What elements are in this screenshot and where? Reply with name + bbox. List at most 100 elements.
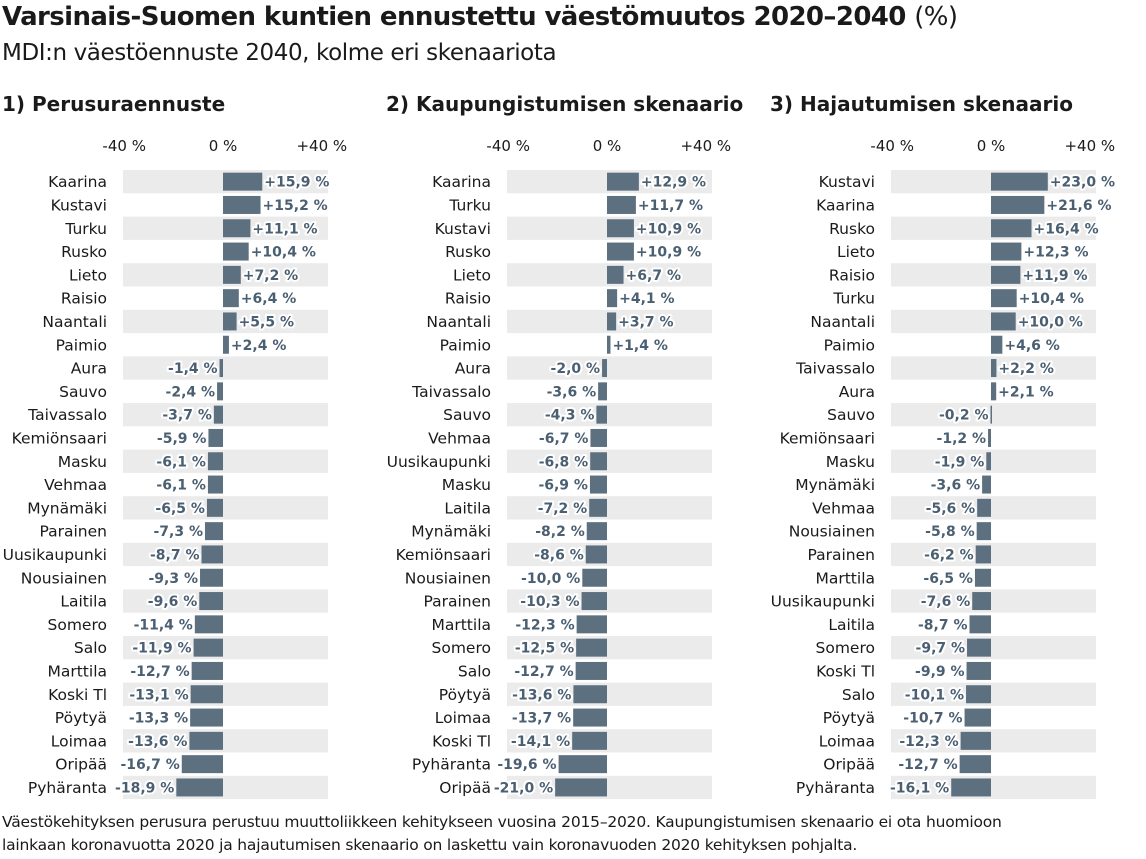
x-tick-label: 0 % <box>209 137 238 155</box>
data-label: +21,6 % <box>1046 198 1111 214</box>
data-label: +10,9 % <box>636 245 701 261</box>
row-band <box>123 356 328 380</box>
data-label: +2,2 % <box>998 361 1053 377</box>
bar <box>572 731 607 750</box>
data-label: -12,7 % <box>130 664 189 680</box>
bar <box>176 778 223 797</box>
data-label: +12,9 % <box>641 175 706 191</box>
data-label: -6,7 % <box>539 431 589 447</box>
row-band <box>891 449 1096 473</box>
category-label: Paimio <box>440 336 491 354</box>
category-label: Salo <box>842 686 875 704</box>
category-label: Paimio <box>56 336 107 354</box>
x-tick-label: +40 % <box>296 137 347 155</box>
data-label: +7,2 % <box>243 268 298 284</box>
row-band <box>507 356 712 380</box>
category-label: Nousiainen <box>405 569 491 587</box>
category-label: Masku <box>826 453 875 471</box>
category-label: Lieto <box>837 243 875 261</box>
bar <box>589 475 607 494</box>
data-label: -13,6 % <box>512 687 571 703</box>
row-band <box>507 636 712 660</box>
category-label: Oripää <box>439 779 491 797</box>
x-tick-label: -40 % <box>870 137 914 155</box>
bar <box>991 359 997 378</box>
row-band <box>507 682 712 706</box>
category-label: Kaarina <box>432 173 491 191</box>
data-label: +16,4 % <box>1034 221 1099 237</box>
data-label: +5,5 % <box>239 314 294 330</box>
x-tick-label: -40 % <box>486 137 530 155</box>
data-label: -2,4 % <box>166 384 216 400</box>
bar <box>966 661 991 680</box>
bar <box>585 545 607 564</box>
data-label: -3,7 % <box>162 408 212 424</box>
category-label: Salo <box>74 639 107 657</box>
panel-title: 2) Kaupungistumisen skenaario <box>386 92 743 116</box>
data-label: -0,2 % <box>939 408 989 424</box>
data-label: -13,7 % <box>512 711 571 727</box>
data-label: -6,8 % <box>539 454 589 470</box>
data-label: -16,1 % <box>890 780 949 796</box>
bar <box>972 592 991 611</box>
category-label: Raisio <box>829 266 875 284</box>
bar <box>991 265 1021 284</box>
category-label: Aura <box>71 360 107 378</box>
bar <box>986 452 991 471</box>
bar <box>217 382 223 401</box>
data-label: +15,2 % <box>263 198 328 214</box>
category-label: Marttila <box>47 662 107 680</box>
bar <box>975 545 991 564</box>
x-tick-label: +40 % <box>1064 137 1115 155</box>
data-label: +4,6 % <box>1004 338 1059 354</box>
category-label: Lieto <box>453 266 491 284</box>
bar <box>181 755 223 774</box>
bar <box>223 242 249 261</box>
bar <box>223 335 229 354</box>
category-label: Somero <box>48 616 107 634</box>
data-label: -9,7 % <box>916 641 966 657</box>
bar <box>219 359 223 378</box>
category-label: Parainen <box>807 546 875 564</box>
row-band <box>891 403 1096 427</box>
data-label: -7,2 % <box>538 501 588 517</box>
bar <box>576 615 607 634</box>
category-label: Laitila <box>444 499 491 517</box>
row-band <box>123 775 328 800</box>
bar <box>582 568 607 587</box>
data-label: -5,8 % <box>925 524 975 540</box>
category-label: Taivassalo <box>27 406 107 424</box>
data-label: -8,7 % <box>150 547 200 563</box>
data-label: +6,4 % <box>241 291 296 307</box>
data-label: +1,4 % <box>612 338 667 354</box>
category-label: Kustavi <box>51 196 107 214</box>
category-label: Turku <box>64 220 107 238</box>
bar <box>558 755 607 774</box>
row-band <box>123 496 328 520</box>
panel-title: 1) Perusuraennuste <box>2 92 225 116</box>
bar <box>607 335 611 354</box>
bar <box>590 452 607 471</box>
data-label: +2,1 % <box>998 384 1053 400</box>
bar <box>576 638 607 657</box>
bar <box>190 685 223 704</box>
data-label: -19,6 % <box>497 757 556 773</box>
row-band <box>507 449 712 473</box>
data-label: -14,1 % <box>511 734 570 750</box>
category-label: Masku <box>58 453 107 471</box>
data-label: -1,2 % <box>937 431 987 447</box>
bar <box>602 359 607 378</box>
x-tick-label: 0 % <box>977 137 1006 155</box>
bar <box>607 172 639 191</box>
category-label: Marttila <box>431 616 491 634</box>
category-label: Oripää <box>55 756 107 774</box>
row-band <box>891 589 1096 613</box>
bar <box>977 498 991 517</box>
category-label: Vehmaa <box>812 499 875 517</box>
panel-title: 3) Hajautumisen skenaario <box>770 92 1073 116</box>
data-label: -8,7 % <box>918 617 968 633</box>
data-label: -11,9 % <box>132 641 191 657</box>
category-label: Kustavi <box>435 220 491 238</box>
bar <box>191 661 223 680</box>
bar <box>969 615 991 634</box>
